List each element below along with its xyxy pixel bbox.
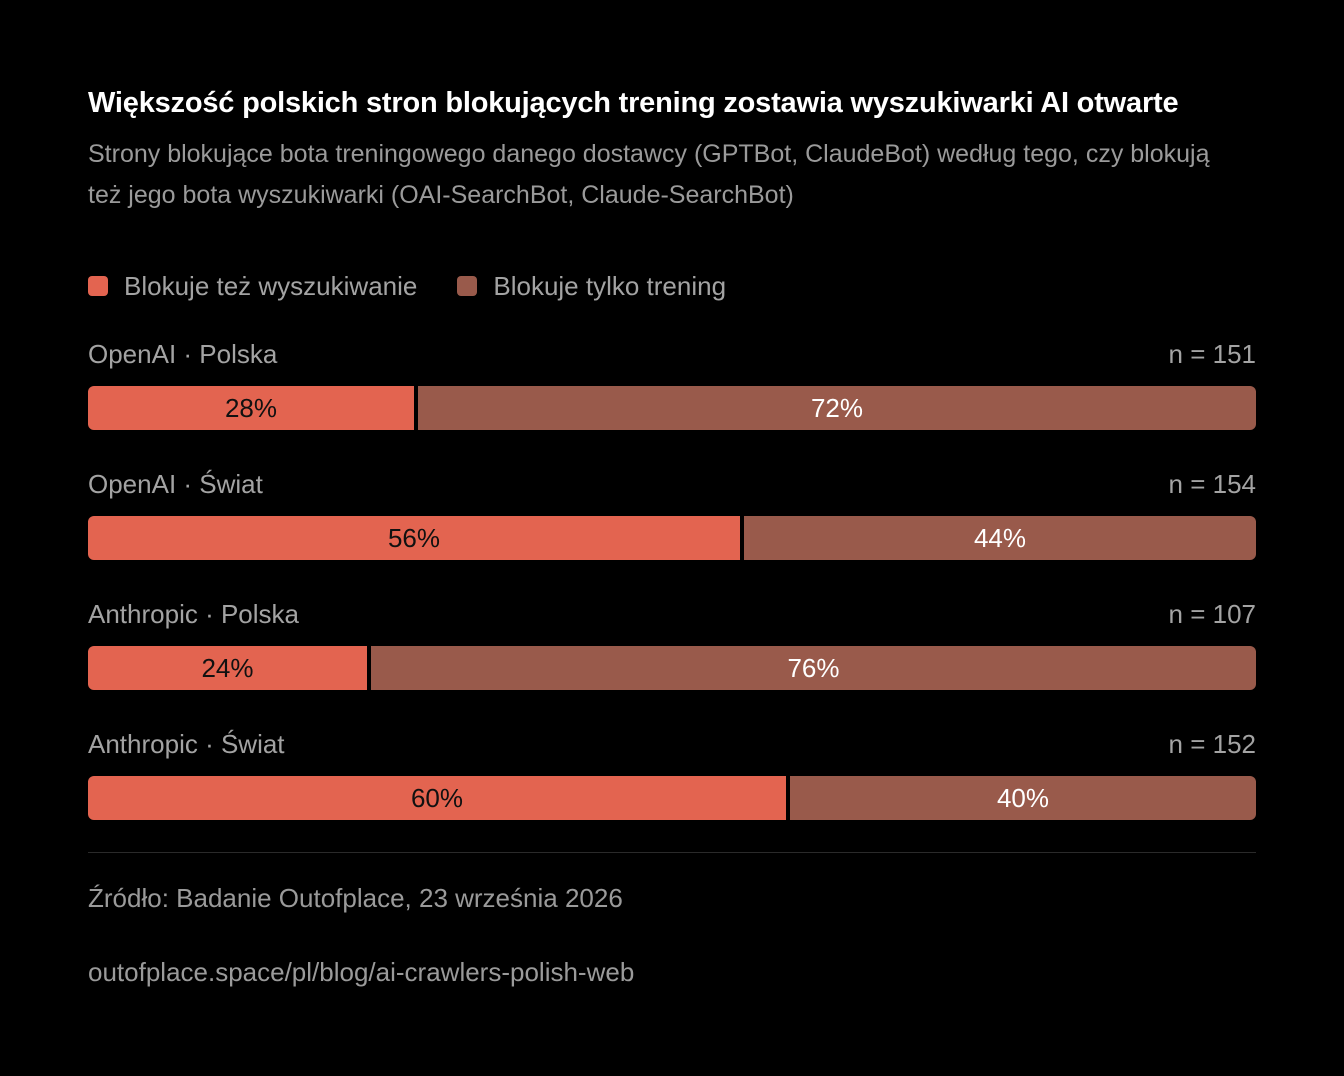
- sample-size-label: n = 151: [1168, 338, 1256, 369]
- segment-separator: [414, 386, 418, 430]
- category-label: OpenAI · Polska: [88, 338, 278, 369]
- bar-rows: OpenAI · Polska n = 151 28% 72% OpenAI · Świ…: [88, 336, 1256, 856]
- stacked-bar: 56% 44%: [88, 516, 1256, 560]
- bar-segment-train: 44%: [744, 516, 1256, 560]
- category-label: OpenAI · Świat: [88, 468, 263, 499]
- legend-swatch-search: [88, 276, 108, 296]
- bar-row-header: Anthropic · Świat n = 152: [88, 726, 1256, 762]
- segment-separator: [367, 646, 371, 690]
- data-label-train: 40%: [996, 782, 1050, 813]
- source-note: Źródło: Badanie Outofplace, 23 września …: [88, 883, 623, 913]
- sample-size-label: n = 154: [1168, 468, 1256, 499]
- legend-item-train: Blokuje tylko trening: [457, 271, 726, 302]
- sample-size-label: n = 152: [1168, 728, 1256, 759]
- segment-separator: [740, 516, 744, 560]
- category-label: Anthropic · Polska: [88, 598, 299, 629]
- stacked-bar: 60% 40%: [88, 776, 1256, 820]
- legend-label-train: Blokuje tylko trening: [493, 270, 727, 301]
- segment-separator: [786, 776, 790, 820]
- source-url: outofplace.space/pl/blog/ai-crawlers-pol…: [88, 957, 635, 987]
- chart-frame: Większość polskich stron blokujących tre…: [88, 84, 1256, 989]
- data-label-search: 56%: [387, 522, 441, 553]
- stacked-bar: 28% 72%: [88, 386, 1256, 430]
- data-label-search: 60%: [410, 782, 464, 813]
- bar-row-header: OpenAI · Świat n = 154: [88, 466, 1256, 502]
- bar-segment-train: 40%: [790, 776, 1256, 820]
- data-label-train: 72%: [810, 392, 864, 423]
- data-label-search: 28%: [224, 392, 278, 423]
- legend-item-search: Blokuje też wyszukiwanie: [88, 271, 417, 302]
- chart-subtitle: Strony blokujące bota treningowego daneg…: [88, 140, 1210, 209]
- bar-row-openai-polska: OpenAI · Polska n = 151 28% 72%: [88, 336, 1256, 466]
- bar-row-header: Anthropic · Polska n = 107: [88, 596, 1256, 632]
- bar-row-openai-swiat: OpenAI · Świat n = 154 56% 44%: [88, 466, 1256, 596]
- bar-row-anthropic-polska: Anthropic · Polska n = 107 24% 76%: [88, 596, 1256, 726]
- chart-title: Większość polskich stron blokujących tre…: [88, 87, 1179, 119]
- stacked-bar: 24% 76%: [88, 646, 1256, 690]
- bar-row-header: OpenAI · Polska n = 151: [88, 336, 1256, 372]
- bar-segment-search: 60%: [88, 776, 786, 820]
- legend-label-search: Blokuje też wyszukiwanie: [124, 270, 418, 301]
- data-label-train: 44%: [973, 522, 1027, 553]
- bar-row-anthropic-swiat: Anthropic · Świat n = 152 60% 40%: [88, 726, 1256, 856]
- bar-segment-search: 56%: [88, 516, 740, 560]
- legend: Blokuje też wyszukiwanie Blokuje tylko t…: [88, 270, 1256, 302]
- bar-segment-train: 76%: [371, 646, 1256, 690]
- footer-divider: [88, 852, 1256, 853]
- category-label: Anthropic · Świat: [88, 728, 285, 759]
- sample-size-label: n = 107: [1168, 598, 1256, 629]
- data-label-train: 76%: [787, 652, 840, 683]
- legend-swatch-train: [457, 276, 478, 296]
- data-label-search: 24%: [201, 652, 254, 683]
- bar-segment-train: 72%: [418, 386, 1256, 430]
- bar-segment-search: 28%: [88, 386, 414, 430]
- bar-segment-search: 24%: [88, 646, 367, 690]
